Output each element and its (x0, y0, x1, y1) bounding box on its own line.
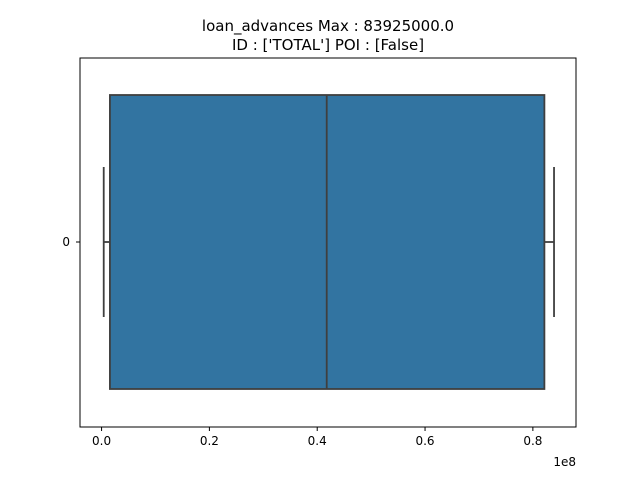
x-tick-label: 0.4 (308, 434, 327, 448)
x-axis-offset-label: 1e8 (553, 455, 576, 469)
x-tick-label: 0.8 (523, 434, 542, 448)
x-axis: 0.0 0.2 0.4 0.6 0.8 (92, 427, 542, 448)
box-layer (102, 94, 555, 390)
x-tick-label: 0.2 (200, 434, 219, 448)
chart-title-line-2: ID : ['TOTAL'] POI : [False] (232, 36, 424, 54)
x-tick-label: 0.0 (92, 434, 111, 448)
y-tick-label: 0 (62, 235, 70, 249)
y-axis: 0 (62, 235, 80, 249)
x-tick-label: 0.6 (415, 434, 434, 448)
chart-title-line-1: loan_advances Max : 83925000.0 (202, 17, 454, 36)
